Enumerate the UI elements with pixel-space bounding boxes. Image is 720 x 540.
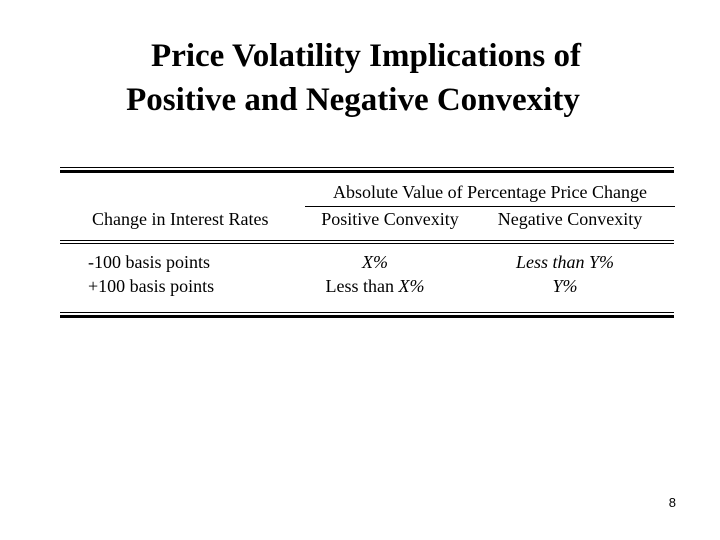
group-header: Absolute Value of Percentage Price Chang… <box>332 182 648 202</box>
table-bottom-rule <box>60 312 674 313</box>
group-header-underline <box>305 206 675 207</box>
table-row-1-change: -100 basis points <box>88 252 211 272</box>
header-bottom-rule <box>60 240 674 241</box>
column-header-positive: Positive Convexity <box>321 209 459 229</box>
column-header-negative: Negative Convexity <box>497 209 643 229</box>
table-row-1-negative: Less than Y% <box>515 252 614 272</box>
table-row-2-negative: Y% <box>552 276 578 296</box>
table-top-rule <box>60 167 674 168</box>
row-2-positive-prefix: Less than <box>325 276 399 296</box>
table-bottom-rule-thick <box>60 315 674 318</box>
table-row-1-positive: X% <box>285 251 465 273</box>
table-row-2-change: +100 basis points <box>88 276 215 296</box>
table-row-2-positive: Less than X% <box>285 275 465 297</box>
page-number: 8 <box>668 495 676 510</box>
title-line-2: Positive and Negative Convexity <box>126 82 580 118</box>
column-header-change: Change in Interest Rates <box>92 209 269 229</box>
slide-title: Price Volatility Implications of Positiv… <box>0 34 720 122</box>
title-line-1: Price Volatility Implications of <box>151 38 581 74</box>
header-bottom-rule-2 <box>60 243 674 244</box>
row-1-positive-value: X% <box>362 252 388 272</box>
table-top-rule-thick <box>60 170 674 173</box>
row-2-positive-value: X% <box>398 276 425 296</box>
